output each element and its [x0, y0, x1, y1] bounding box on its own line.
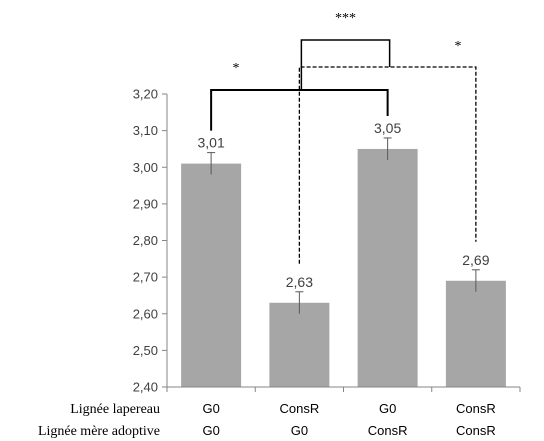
y-tick-label: 3,10: [133, 123, 158, 138]
data-label: 3,05: [374, 120, 401, 136]
row-label-lapereau: Lignée lapereau: [70, 402, 160, 417]
category-label-mere: G0: [291, 423, 308, 438]
significance-bracket-dashed: [298, 66, 477, 264]
category-label-lapereau: G0: [202, 401, 219, 416]
y-tick-label: 2,40: [133, 380, 158, 395]
bar: [269, 302, 330, 387]
category-label-mere: ConsR: [456, 423, 496, 438]
y-tick-label: 3,20: [133, 87, 158, 102]
category-label-lapereau: ConsR: [280, 401, 320, 416]
labels-layer: 2,40 2,50 2,60 2,70 2,80 2,90 3,00 3,10 3,20 3,01…: [38, 87, 496, 440]
significance-label: *: [233, 61, 240, 76]
bar: [357, 148, 418, 387]
category-label-lapereau: ConsR: [456, 401, 496, 416]
y-tick-label: 2,90: [133, 196, 158, 211]
significance-bracket: [210, 89, 389, 131]
bars-layer: [181, 148, 506, 387]
significance-layer: *****: [210, 11, 477, 264]
significance-label: ***: [335, 11, 356, 26]
y-tick-label: 2,50: [133, 343, 158, 358]
data-label: 3,01: [198, 135, 225, 151]
category-label-mere: ConsR: [368, 423, 408, 438]
data-label: 2,63: [286, 274, 313, 290]
category-label-lapereau: G0: [379, 401, 396, 416]
significance-bracket-top: [300, 39, 391, 90]
row-label-mere: Lignée mère adoptive: [38, 424, 160, 439]
category-label-mere: G0: [202, 423, 219, 438]
y-tick-label: 2,80: [133, 233, 158, 248]
y-tick-label: 2,60: [133, 306, 158, 321]
data-label: 2,69: [462, 252, 489, 268]
bar: [181, 163, 242, 387]
y-tick-label: 3,00: [133, 160, 158, 175]
bar: [445, 280, 506, 387]
significance-label: *: [455, 39, 462, 54]
y-tick-label: 2,70: [133, 270, 158, 285]
axes-layer: [162, 93, 521, 392]
error-bars-layer: [207, 137, 480, 314]
